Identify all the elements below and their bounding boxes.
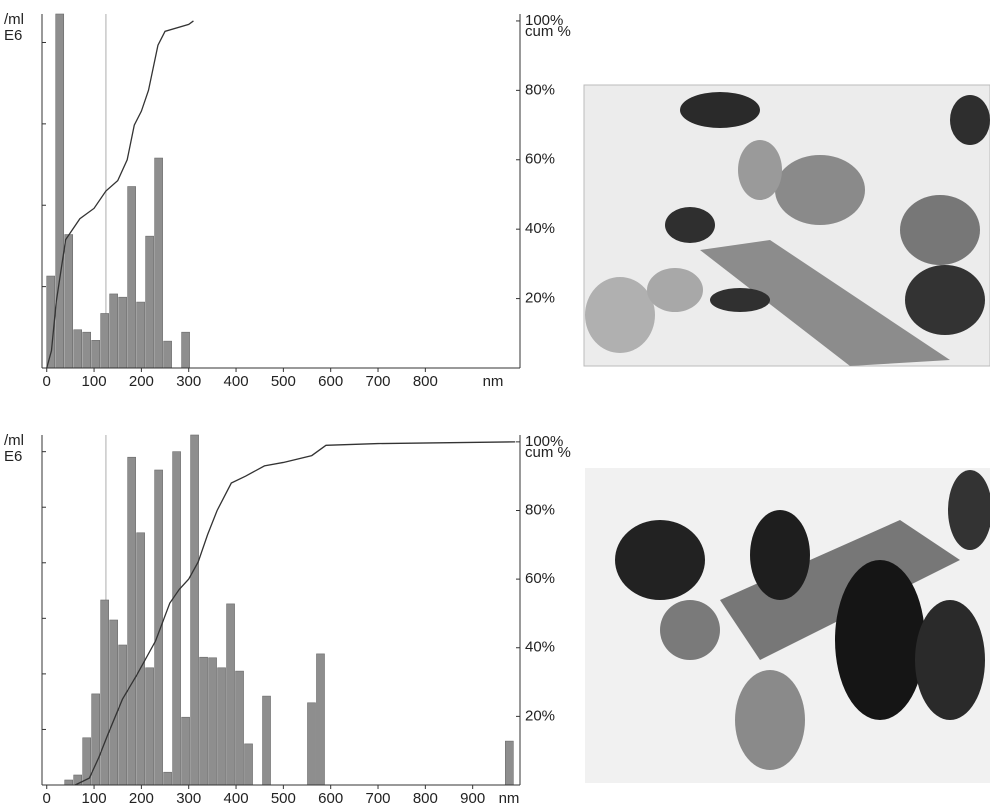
bar <box>118 644 127 786</box>
bar <box>181 716 190 786</box>
bar <box>163 340 172 369</box>
x-unit: nm <box>483 373 504 390</box>
x-unit: nm <box>499 790 520 807</box>
bar <box>73 329 83 369</box>
y-scale: E6 <box>4 448 22 465</box>
x-tick-label: 300 <box>176 373 201 390</box>
bar <box>109 293 118 369</box>
y2-tick-label: 20% <box>525 290 555 307</box>
micrograph-bottom <box>585 468 990 783</box>
micrograph-top <box>583 84 990 367</box>
y2-tick-label: 20% <box>525 707 555 724</box>
bar <box>64 234 74 369</box>
bar <box>118 296 127 369</box>
x-tick-label: 0 <box>43 373 51 390</box>
x-tick-label: 500 <box>271 373 296 390</box>
histogram-panel: 0 100 200 300 400 500 600 700 800 900 nm 20% 40% 60% 8… <box>4 432 571 807</box>
x-tick-label: 100 <box>82 790 107 807</box>
bar <box>208 657 217 786</box>
y-scale: E6 <box>4 27 22 44</box>
x-tick-label: 200 <box>129 790 154 807</box>
histogram-panel: 0 100 200 300 400 500 600 700 800 nm 20% 40% 60% 80% 1… <box>4 11 571 390</box>
y2-tick-label: 100% <box>525 12 563 29</box>
bar <box>55 13 65 369</box>
x-tick-label: 400 <box>224 790 249 807</box>
y2-tick-label: 80% <box>525 501 555 518</box>
x-tick-label: 100 <box>82 373 107 390</box>
bar <box>172 451 181 786</box>
y-unit: /ml <box>4 432 24 449</box>
bar <box>154 157 163 369</box>
bar <box>91 340 100 369</box>
x-tick-label: 700 <box>366 790 391 807</box>
bar <box>199 656 208 786</box>
bar <box>145 667 154 786</box>
x-tick-label: 900 <box>460 790 485 807</box>
x-tick-label: 800 <box>413 373 438 390</box>
bar <box>100 599 109 786</box>
bar <box>64 779 74 786</box>
bar <box>136 301 145 369</box>
bar <box>307 702 316 786</box>
bar <box>136 532 145 786</box>
bar <box>235 670 244 786</box>
x-tick-label: 700 <box>366 373 391 390</box>
bar <box>154 469 163 786</box>
x-tick-label: 400 <box>224 373 249 390</box>
bar <box>163 771 172 786</box>
y2-tick-label: 40% <box>525 639 555 656</box>
x-tick-label: 800 <box>413 790 438 807</box>
bar <box>190 434 199 786</box>
bar <box>127 456 136 786</box>
cumulative-line <box>46 20 194 369</box>
y2-axis-label: cum % <box>525 444 571 461</box>
x-tick-label: 300 <box>176 790 201 807</box>
bar <box>127 186 136 369</box>
cumulative-line <box>74 441 516 786</box>
y2-tick-label: 80% <box>525 81 555 98</box>
y2-tick-label: 60% <box>525 570 555 587</box>
y-unit: /ml <box>4 11 24 28</box>
bar <box>100 313 109 369</box>
bar <box>262 695 271 786</box>
x-tick-label: 200 <box>129 373 154 390</box>
bar <box>316 653 325 786</box>
bar <box>82 331 91 369</box>
y2-tick-label: 60% <box>525 151 555 168</box>
bar <box>217 667 226 786</box>
x-tick-label: 600 <box>318 790 343 807</box>
x-tick-label: 0 <box>43 790 51 807</box>
bar <box>226 603 235 786</box>
bar <box>145 235 154 369</box>
bar <box>244 743 253 786</box>
x-tick-label: 600 <box>318 373 343 390</box>
y2-axis-label: cum % <box>525 23 571 40</box>
bar <box>181 331 190 369</box>
x-tick-label: 500 <box>271 790 296 807</box>
bar <box>505 740 514 786</box>
y2-tick-label: 100% <box>525 433 563 450</box>
y2-tick-label: 40% <box>525 220 555 237</box>
bar <box>109 619 118 786</box>
